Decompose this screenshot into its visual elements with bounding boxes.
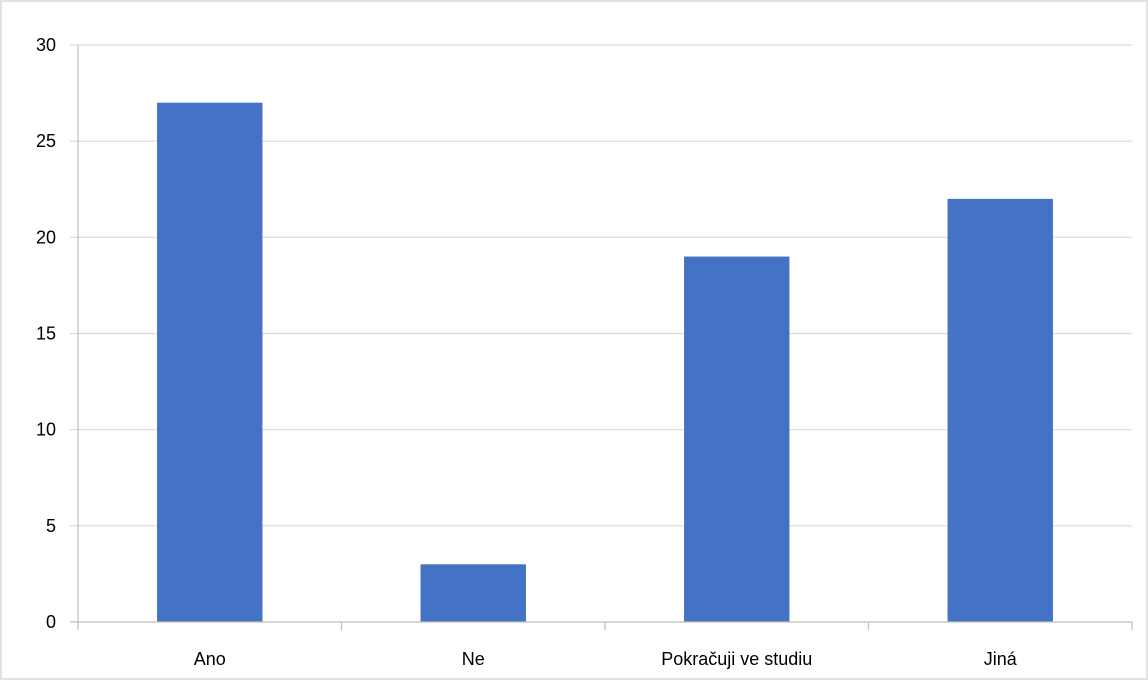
bar [420, 564, 526, 622]
y-tick-label: 30 [36, 35, 56, 55]
x-tick-label: Ne [462, 649, 485, 669]
y-tick-label: 5 [46, 516, 56, 536]
y-tick-label: 20 [36, 227, 56, 247]
tick-labels: 0 5 10 15 20 25 30 Ano Ne Pokračuji ve studiu Jiná [36, 35, 1018, 669]
y-tick-label: 15 [36, 324, 56, 344]
bar [684, 256, 790, 622]
axes [70, 45, 1133, 630]
y-tick-label: 10 [36, 420, 56, 440]
bar [947, 198, 1053, 622]
bars [157, 102, 1053, 622]
x-tick-label: Jiná [984, 649, 1018, 669]
bar [157, 102, 263, 622]
x-tick-label: Pokračuji ve studiu [661, 649, 812, 669]
y-tick-label: 25 [36, 131, 56, 151]
y-tick-label: 0 [46, 612, 56, 632]
x-tick-label: Ano [194, 649, 226, 669]
